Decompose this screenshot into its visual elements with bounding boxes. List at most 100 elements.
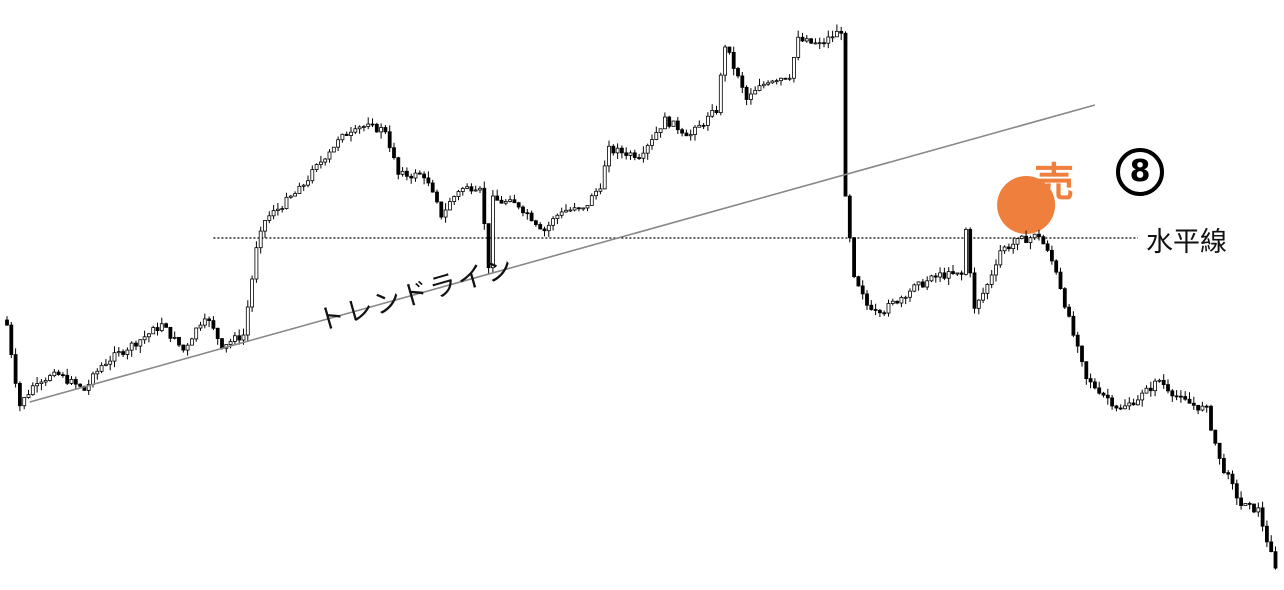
candle-body (671, 120, 676, 127)
candle-body (1187, 398, 1192, 404)
candle-body (1054, 260, 1059, 273)
candle-body (650, 139, 654, 146)
candle-body (865, 293, 869, 306)
candle-body (168, 326, 173, 339)
candle-body (847, 195, 852, 239)
candle-body (1118, 407, 1123, 410)
candle-body (792, 57, 796, 79)
candle-body (232, 335, 237, 342)
candle-body (607, 145, 611, 167)
candle-body (731, 52, 736, 69)
candle-body (185, 344, 190, 351)
candle-body (439, 201, 444, 218)
candle-body (478, 187, 482, 191)
candle-body (753, 90, 758, 95)
candle-body (568, 209, 573, 212)
candle-body (688, 134, 693, 137)
candle-body (17, 382, 22, 407)
candle-body (1110, 397, 1114, 407)
candle-body (624, 152, 629, 156)
candle-body (736, 68, 740, 77)
candle-body (946, 271, 951, 279)
candle-body (989, 274, 994, 285)
candle-body (804, 38, 809, 42)
candle-body (1062, 288, 1067, 308)
candle-body (400, 170, 405, 175)
candle-body (95, 370, 100, 375)
candle-body (968, 229, 973, 274)
candle-body (1174, 395, 1179, 398)
sell-label: 売 (1034, 160, 1074, 206)
candle-body (916, 281, 921, 286)
candle-body (22, 397, 27, 407)
candle-body (890, 300, 895, 304)
candle-body (293, 193, 298, 197)
candle-body (245, 306, 250, 336)
candle-body (306, 180, 310, 186)
candle-body (310, 169, 315, 182)
candle-body (1058, 271, 1063, 290)
candle-body (933, 275, 938, 278)
candle-body (413, 172, 418, 179)
candle-body (972, 272, 977, 309)
sell-marker-circle (997, 176, 1056, 234)
candle-body (542, 228, 547, 232)
candle-body (417, 172, 422, 175)
candle-body (263, 220, 267, 232)
candle-body (1088, 378, 1093, 383)
trendline (29, 104, 1096, 403)
candle-body (314, 164, 319, 170)
candle-body (409, 175, 414, 179)
candle-body (78, 383, 82, 387)
candle-body (1234, 483, 1239, 499)
candle-body (749, 93, 753, 100)
candle-body (826, 36, 831, 44)
candle-body (327, 151, 332, 160)
candle-body (757, 85, 762, 91)
candle-body (1093, 381, 1097, 389)
candle-body (886, 303, 891, 314)
candle-body (1050, 249, 1054, 262)
candle-body (1222, 458, 1226, 474)
candle-body (710, 110, 715, 117)
candle-body (9, 324, 14, 355)
candle-body (744, 86, 749, 100)
candle-body (663, 116, 667, 130)
candle-body (964, 229, 968, 275)
candle-body (779, 77, 783, 82)
candle-body (645, 144, 650, 154)
candle-body (955, 272, 960, 275)
candle-body (929, 275, 934, 282)
candle-body (1179, 395, 1183, 398)
candle-body (1028, 237, 1033, 244)
candle-body (1136, 399, 1140, 406)
candle-body (194, 327, 199, 340)
candle-body (822, 42, 826, 45)
candle-body (1265, 525, 1269, 543)
candle-body (860, 285, 865, 295)
candle-body (104, 363, 108, 366)
candle-body (499, 199, 504, 204)
candle-body (796, 36, 801, 58)
candle-body (426, 177, 431, 184)
candle-body (1256, 507, 1261, 513)
candle-body (1161, 379, 1166, 385)
candle-body (1041, 236, 1046, 245)
candle-body (125, 349, 130, 355)
candle-body (1084, 361, 1089, 380)
candle-body (981, 292, 985, 301)
candle-body (1097, 387, 1102, 394)
candle-body (869, 304, 874, 310)
candle-body (1247, 503, 1252, 505)
candle-body (344, 133, 349, 136)
candle-body (396, 157, 401, 175)
candle-body (469, 186, 474, 192)
candle-body (774, 80, 779, 83)
candle-body (1019, 235, 1024, 239)
candle-body (1144, 387, 1149, 394)
candle-body (1011, 243, 1016, 250)
candle-body (856, 276, 861, 287)
candle-body (490, 195, 495, 269)
candle-body (258, 230, 263, 249)
candle-body (503, 201, 508, 204)
